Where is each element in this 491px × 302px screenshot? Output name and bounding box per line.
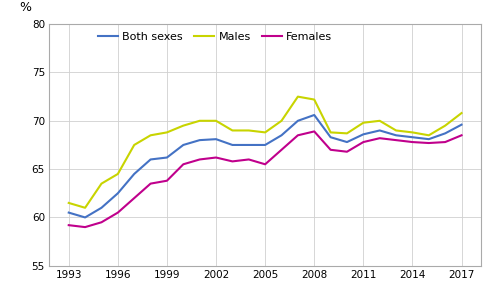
Both sexes [164, 156, 170, 159]
Both sexes [295, 119, 301, 123]
Males [197, 119, 203, 123]
Males [180, 124, 186, 127]
Both sexes [377, 129, 382, 132]
Males [311, 98, 317, 101]
Females [229, 159, 235, 163]
Females [115, 211, 121, 214]
Both sexes [229, 143, 235, 147]
Males [278, 119, 284, 123]
Both sexes [99, 206, 105, 210]
Males [409, 130, 415, 134]
Both sexes [213, 137, 219, 141]
Females [164, 179, 170, 182]
Both sexes [246, 143, 252, 147]
Females [442, 140, 448, 144]
Females [344, 150, 350, 153]
Males [131, 143, 137, 147]
Males [229, 129, 235, 132]
Legend: Both sexes, Males, Females: Both sexes, Males, Females [98, 32, 332, 42]
Females [82, 225, 88, 229]
Both sexes [311, 113, 317, 117]
Both sexes [82, 216, 88, 219]
Both sexes [278, 133, 284, 137]
Both sexes [327, 135, 333, 139]
Males [66, 201, 72, 205]
Females [459, 133, 464, 137]
Females [360, 140, 366, 144]
Line: Females: Females [69, 131, 462, 227]
Females [197, 158, 203, 161]
Females [327, 148, 333, 152]
Males [82, 206, 88, 210]
Females [99, 220, 105, 224]
Females [393, 138, 399, 142]
Text: %: % [19, 2, 31, 14]
Both sexes [180, 143, 186, 147]
Females [295, 133, 301, 137]
Females [409, 140, 415, 144]
Both sexes [360, 133, 366, 136]
Males [426, 133, 432, 137]
Line: Males: Males [69, 97, 462, 208]
Females [131, 196, 137, 200]
Males [360, 121, 366, 124]
Females [377, 137, 382, 140]
Both sexes [442, 132, 448, 135]
Females [262, 162, 268, 166]
Females [66, 223, 72, 227]
Both sexes [131, 172, 137, 176]
Males [99, 182, 105, 185]
Both sexes [459, 123, 464, 127]
Males [442, 124, 448, 127]
Males [262, 130, 268, 134]
Both sexes [148, 158, 154, 161]
Both sexes [344, 140, 350, 144]
Males [148, 133, 154, 137]
Line: Both sexes: Both sexes [69, 115, 462, 217]
Females [180, 162, 186, 166]
Both sexes [115, 191, 121, 195]
Both sexes [66, 211, 72, 214]
Females [311, 130, 317, 133]
Males [459, 111, 464, 115]
Females [246, 158, 252, 161]
Both sexes [409, 135, 415, 139]
Both sexes [262, 143, 268, 147]
Males [213, 119, 219, 123]
Males [295, 95, 301, 98]
Females [148, 182, 154, 185]
Both sexes [393, 133, 399, 137]
Males [344, 132, 350, 135]
Females [426, 141, 432, 145]
Males [115, 172, 121, 176]
Females [213, 156, 219, 159]
Males [393, 129, 399, 132]
Males [327, 130, 333, 134]
Males [246, 129, 252, 132]
Both sexes [426, 137, 432, 141]
Both sexes [197, 138, 203, 142]
Females [278, 148, 284, 152]
Males [377, 119, 382, 123]
Males [164, 130, 170, 134]
